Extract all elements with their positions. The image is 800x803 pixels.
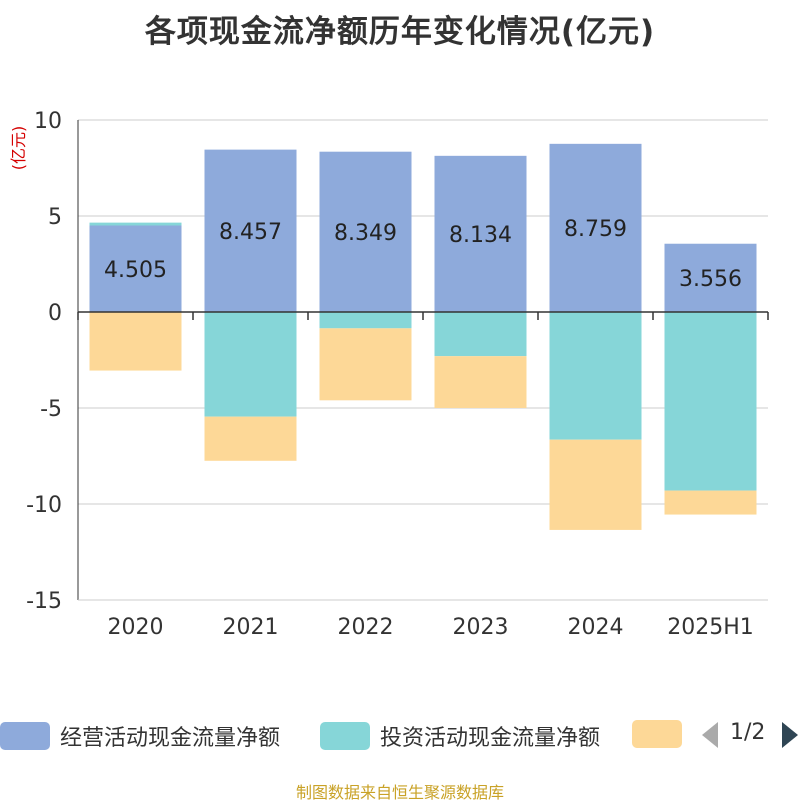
chart-title: 各项现金流净额历年变化情况(亿元): [144, 14, 656, 50]
x-tick-label: 2023: [453, 615, 509, 640]
y-axis-label: (亿元): [9, 126, 28, 171]
data-label: 3.556: [679, 267, 742, 292]
bar-series1-2024: [549, 143, 642, 312]
bar-series1-2022: [319, 151, 412, 312]
legend-item-financing[interactable]: [632, 720, 692, 748]
x-tick-label: 2022: [338, 615, 394, 640]
bar-series1-2023: [434, 155, 527, 312]
legend-label-investing: 投资活动现金流量净额: [380, 726, 601, 751]
data-label: 8.457: [219, 220, 282, 245]
bar-series3-2023: [434, 356, 527, 408]
x-tick-label: 2024: [568, 615, 624, 640]
y-tick-label: 0: [48, 301, 62, 326]
legend-item-operating[interactable]: 经营活动现金流量净额: [0, 720, 280, 752]
legend-page-indicator: 1/2: [730, 720, 766, 745]
bar-series2-2025H1: [664, 312, 757, 491]
source-note: 制图数据来自恒生聚源数据库: [295, 783, 504, 802]
bar-series1-2021: [204, 149, 297, 312]
y-tick-label: 10: [34, 109, 62, 134]
y-tick-label: -15: [26, 589, 62, 614]
bar-series2-2021: [204, 312, 297, 417]
data-label: 8.759: [564, 217, 627, 242]
legend-label-operating: 经营活动现金流量净额: [60, 726, 281, 751]
bar-series3-2022: [319, 328, 412, 401]
data-label: 8.134: [449, 223, 512, 248]
legend-prev-page-icon[interactable]: [702, 722, 718, 748]
y-tick-label: -10: [26, 493, 62, 518]
x-tick-label: 2025H1: [667, 615, 754, 640]
legend-swatch-operating: [0, 722, 50, 750]
bar-series3-2025H1: [664, 490, 757, 515]
legend-item-investing[interactable]: 投资活动现金流量净额: [320, 720, 600, 752]
legend: 经营活动现金流量净额 投资活动现金流量净额 1/2: [0, 714, 800, 756]
bar-series1-2020: [89, 225, 182, 312]
legend-swatch-investing: [320, 722, 370, 750]
bar-series2-2020: [89, 222, 182, 226]
bar-series3-2021: [204, 416, 297, 461]
y-tick-label: -5: [40, 397, 62, 422]
legend-next-page-icon[interactable]: [782, 722, 798, 748]
data-label: 8.349: [334, 221, 397, 246]
data-label: 4.505: [104, 258, 167, 283]
bar-series3-2020: [89, 312, 182, 371]
x-tick-label: 2021: [223, 615, 279, 640]
y-tick-label: 5: [48, 205, 62, 230]
bar-series2-2023: [434, 312, 527, 357]
bar-series2-2024: [549, 312, 642, 440]
legend-swatch-financing: [632, 720, 682, 748]
bar-series3-2024: [549, 439, 642, 530]
x-tick-label: 2020: [108, 615, 164, 640]
bar-series1-2025H1: [664, 243, 757, 312]
bar-series2-2022: [319, 312, 412, 329]
